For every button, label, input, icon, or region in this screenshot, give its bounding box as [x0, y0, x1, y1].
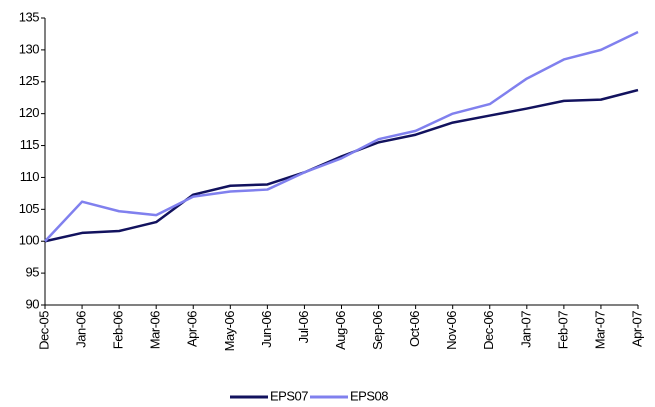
- x-tick-label: Jun-06: [259, 311, 274, 348]
- y-tick-label: 100: [19, 233, 39, 248]
- y-tick-label: 115: [20, 137, 39, 152]
- x-tick-label: Feb-06: [111, 311, 126, 349]
- y-tick-label: 125: [19, 73, 39, 88]
- x-tick-label: Jan-06: [74, 311, 89, 348]
- x-tick-label: Aug-06: [333, 311, 348, 350]
- x-tick-label: Oct-06: [407, 311, 422, 347]
- x-tick-label: Mar-06: [148, 311, 163, 349]
- legend-label: EPS08: [350, 388, 388, 403]
- y-tick-label: 95: [26, 265, 40, 280]
- y-tick-label: 110: [20, 169, 39, 184]
- y-tick-label: 120: [19, 105, 39, 120]
- x-tick-label: Apr-07: [629, 311, 644, 347]
- x-tick-label: Jan-07: [518, 311, 533, 348]
- x-tick-label: May-06: [222, 311, 237, 352]
- x-tick-label: Apr-06: [185, 311, 200, 347]
- legend-label: EPS07: [270, 388, 308, 403]
- x-tick-label: Dec-05: [36, 311, 51, 350]
- y-tick-label: 105: [19, 201, 39, 216]
- series-line: [44, 30, 639, 243]
- x-tick-label: Nov-06: [444, 311, 459, 350]
- y-tick-label: 135: [19, 9, 39, 24]
- x-tick-label: Dec-06: [481, 311, 496, 350]
- x-tick-label: Jul-06: [296, 311, 311, 344]
- y-tick-label: 90: [26, 296, 40, 311]
- x-tick-label: Sep-06: [370, 311, 385, 350]
- y-tick-label: 130: [19, 41, 39, 56]
- x-tick-label: Feb-07: [555, 311, 570, 349]
- series-line: [44, 88, 639, 243]
- x-tick-label: Mar-07: [592, 311, 607, 349]
